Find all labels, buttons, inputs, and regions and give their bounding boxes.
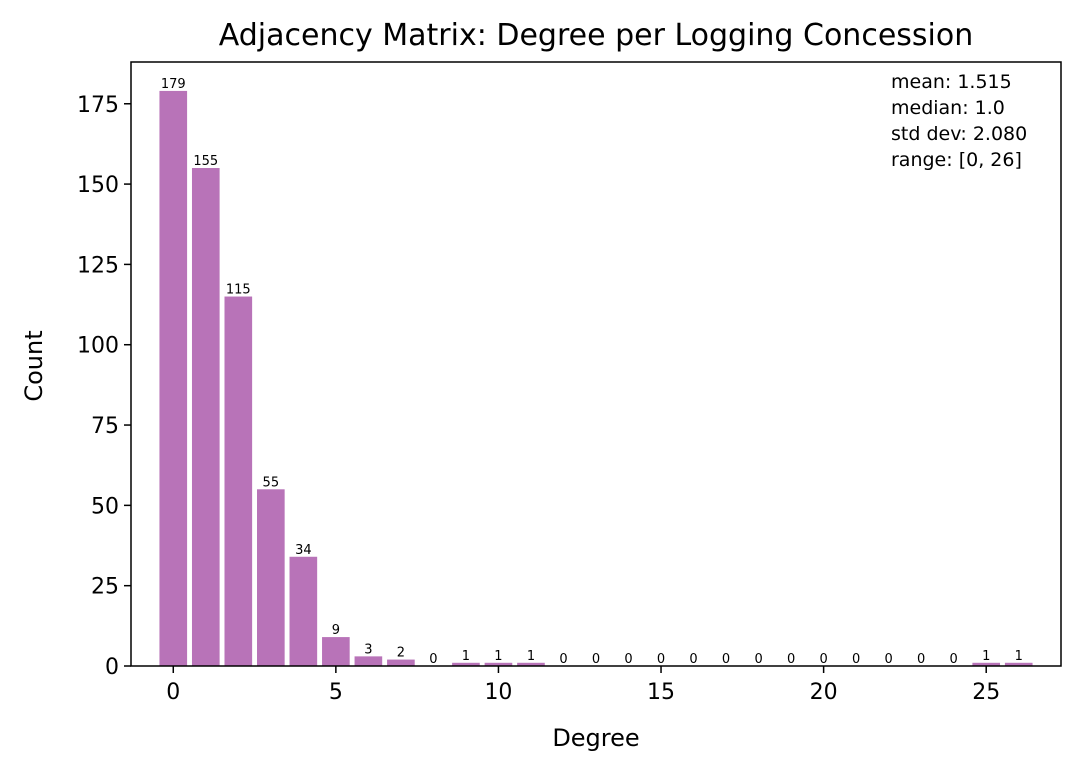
bar-value-label: 0 [689,652,697,667]
stats-line: std dev: 2.080 [891,123,1027,145]
bar-degree-6 [354,656,383,666]
x-tick-label: 5 [329,680,343,705]
bar-value-label: 0 [559,652,567,667]
bar-value-label: 0 [429,652,437,667]
bar-degree-2 [224,296,253,666]
y-axis-label: Count [20,330,48,401]
x-tick-label: 10 [484,680,512,705]
bar-value-label: 1 [527,649,535,664]
bar-value-label: 3 [364,642,372,657]
bar-value-label: 55 [263,475,280,490]
bar-degree-4 [289,556,318,666]
stats-line: mean: 1.515 [891,71,1012,93]
bar-value-label: 34 [295,543,312,558]
bar-degree-5 [322,637,350,666]
stats-line: range: [0, 26] [891,149,1022,171]
y-tick-label: 50 [91,494,119,519]
chart-title: Adjacency Matrix: Degree per Logging Con… [219,18,973,53]
bar-labels-group: 179 155 115 55 34 9 3 2 0 1 1 1 0 0 0 0 0 0 0 0 0 0 0 0 0 1 1 [161,77,1023,667]
y-tick-label: 150 [77,173,119,198]
bar-degree-10 [484,662,513,666]
bar-value-label: 0 [754,652,762,667]
y-tick-label: 125 [77,253,119,278]
bar-value-label: 155 [193,154,218,169]
bar-value-label: 0 [624,652,632,667]
x-tick-label: 20 [810,680,838,705]
bar-degree-7 [387,659,415,666]
bar-value-label: 0 [787,652,795,667]
bar-value-label: 2 [397,646,405,661]
bar-value-label: 1 [1015,649,1023,664]
bar-degree-9 [452,662,480,666]
bar-value-label: 0 [950,652,958,667]
plot-frame [130,61,1062,667]
x-axis-label: Degree [552,724,639,752]
x-axis-ticks: 0 5 10 15 20 25 [166,666,1000,705]
bar-value-label: 0 [592,652,600,667]
bar-value-label: 0 [819,652,827,667]
x-tick-label: 25 [972,680,1000,705]
bar-degree-26 [1004,662,1033,666]
bar-value-label: 1 [462,649,470,664]
bars-group [159,90,1033,666]
bar-value-label: 1 [494,649,502,664]
x-tick-label: 15 [647,680,675,705]
stats-line: median: 1.0 [891,97,1005,119]
bar-degree-1 [191,168,220,666]
bar-value-label: 0 [885,652,893,667]
y-tick-label: 25 [91,575,119,600]
bar-value-label: 0 [657,652,665,667]
bar-value-label: 0 [917,652,925,667]
x-tick-label: 0 [166,680,180,705]
y-axis-ticks: 0 25 50 75 100 125 150 175 [77,93,131,680]
bar-value-label: 1 [982,649,990,664]
bar-value-label: 0 [852,652,860,667]
y-tick-label: 0 [105,655,119,680]
bar-value-label: 179 [161,77,186,92]
bar-value-label: 115 [226,283,251,298]
bar-value-label: 0 [722,652,730,667]
y-tick-label: 175 [77,93,119,118]
bar-degree-25 [972,662,1001,666]
y-tick-label: 100 [77,334,119,359]
bar-degree-0 [159,90,188,666]
bar-value-label: 9 [332,623,340,638]
bar-degree-11 [517,662,545,666]
y-tick-label: 75 [91,414,119,439]
bar-degree-3 [257,489,285,666]
stats-annotation: mean: 1.515 median: 1.0 std dev: 2.080 rang… [891,71,1027,171]
